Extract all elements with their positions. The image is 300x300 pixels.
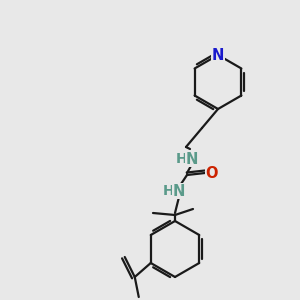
Text: N: N [186,152,198,166]
Text: N: N [173,184,185,199]
Text: N: N [212,47,224,62]
Text: O: O [206,166,218,181]
Text: H: H [163,184,175,198]
Text: H: H [176,152,188,166]
